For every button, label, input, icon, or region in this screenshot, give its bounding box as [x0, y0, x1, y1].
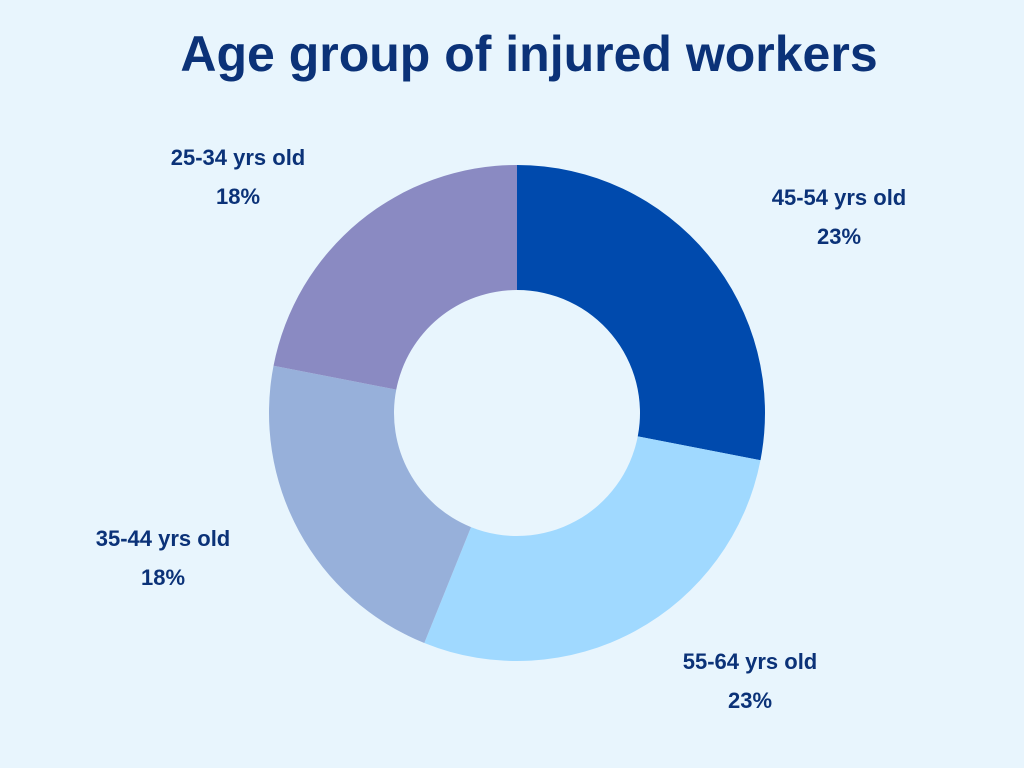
donut-slice-55-64-yrs-old — [424, 436, 761, 661]
donut-labels: 45-54 yrs old 23% 55-64 yrs old 23% 35-44 yr… — [96, 145, 907, 713]
donut-slice-25-34-yrs-old — [273, 165, 517, 390]
slice-category-label: 45-54 yrs old — [772, 185, 907, 210]
slice-category-label: 25-34 yrs old — [171, 145, 306, 170]
slice-category-label: 35-44 yrs old — [96, 526, 231, 551]
donut-slices — [269, 165, 765, 661]
donut-slice-45-54-yrs-old — [517, 165, 765, 461]
slice-value-label: 23% — [728, 688, 772, 713]
slice-value-label: 18% — [141, 565, 185, 590]
chart-title: Age group of injured workers — [180, 26, 878, 82]
slice-category-label: 55-64 yrs old — [683, 649, 818, 674]
slice-value-label: 18% — [216, 184, 260, 209]
slice-value-label: 23% — [817, 224, 861, 249]
donut-slice-35-44-yrs-old — [269, 365, 472, 644]
